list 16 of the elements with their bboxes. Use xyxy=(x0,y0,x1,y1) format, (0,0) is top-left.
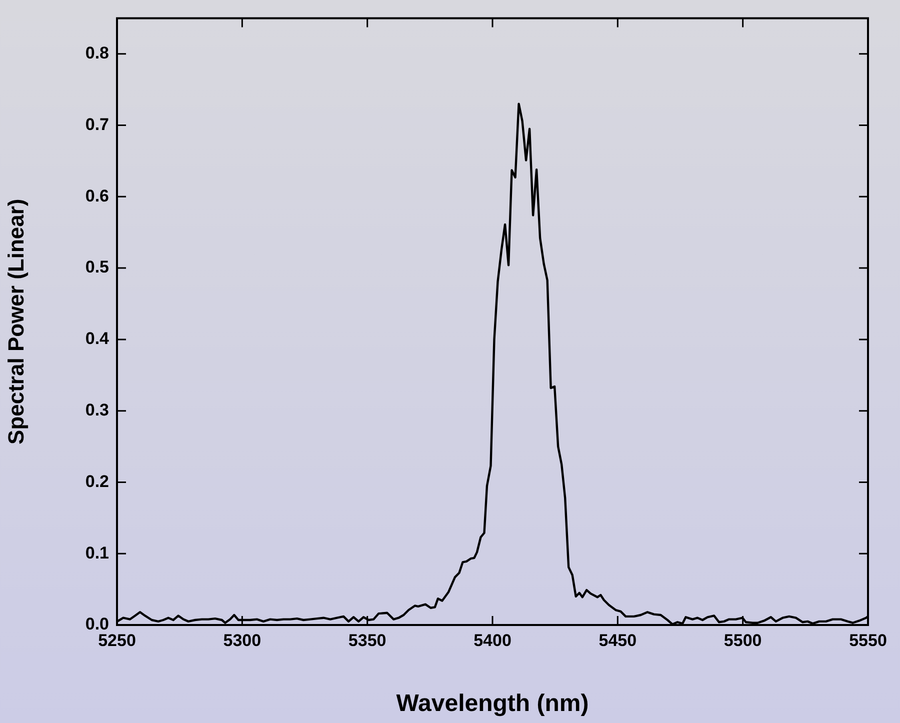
y-tick-label: 0.5 xyxy=(85,258,109,277)
y-tick-label: 0.6 xyxy=(85,186,109,206)
x-tick-label: 5550 xyxy=(849,630,887,650)
x-tick-label: 5350 xyxy=(348,630,386,650)
y-tick-label: 0.3 xyxy=(85,400,109,420)
x-tick-label: 5450 xyxy=(598,630,637,650)
x-tick-label: 5500 xyxy=(724,630,762,650)
y-tick-label: 0.2 xyxy=(85,472,109,491)
y-tick-label: 0.4 xyxy=(85,329,110,348)
x-axis-title: Wavelength (nm) xyxy=(396,690,589,718)
y-axis-title: Spectral Power (Linear) xyxy=(3,198,28,444)
y-tick-label: 0.1 xyxy=(85,543,109,562)
y-tick-label: 0.8 xyxy=(85,44,109,63)
x-tick-label: 5300 xyxy=(223,630,262,650)
x-tick-label: 5400 xyxy=(474,630,512,650)
y-tick-label: 0.7 xyxy=(85,114,109,134)
